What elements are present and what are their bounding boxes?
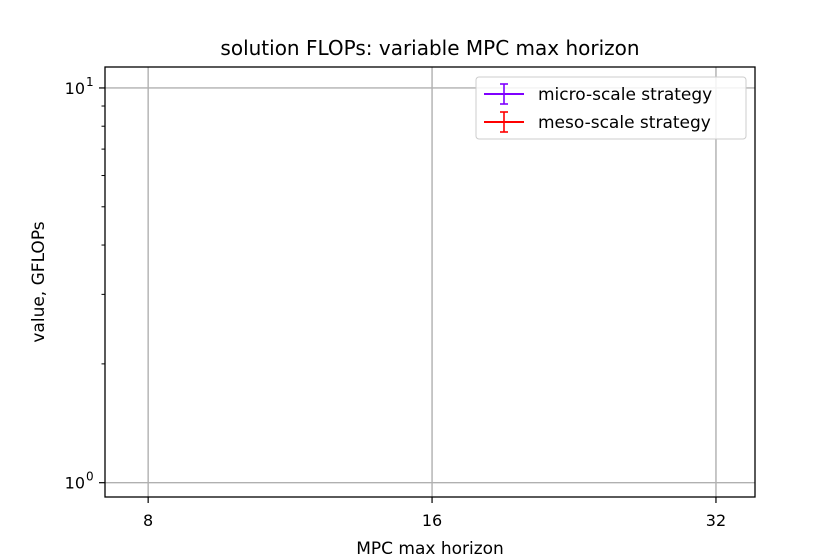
x-tick-label: 32 xyxy=(706,511,726,530)
legend-entry: meso-scale strategy xyxy=(484,111,711,133)
y-tick-exponent: 0 xyxy=(86,470,94,484)
y-tick-label: 10 xyxy=(65,474,85,493)
plot-frame xyxy=(104,66,756,498)
legend: micro-scale strategy meso-scale strategy xyxy=(475,76,747,140)
x-axis-label: MPC max horizon xyxy=(356,539,504,559)
chart-title: solution FLOPs: variable MPC max horizon xyxy=(220,36,639,60)
legend-box xyxy=(475,76,747,140)
x-tick-label: 8 xyxy=(143,511,153,530)
x-tick-label: 16 xyxy=(422,511,442,530)
legend-label: meso-scale strategy xyxy=(538,113,711,133)
y-tick-exponent: 1 xyxy=(86,75,94,89)
legend-label: micro-scale strategy xyxy=(538,85,712,105)
y-axis-label: value, GFLOPs xyxy=(29,221,49,342)
y-tick-label: 10 xyxy=(65,79,85,98)
legend-entry: micro-scale strategy xyxy=(484,83,712,105)
axes xyxy=(104,66,756,498)
